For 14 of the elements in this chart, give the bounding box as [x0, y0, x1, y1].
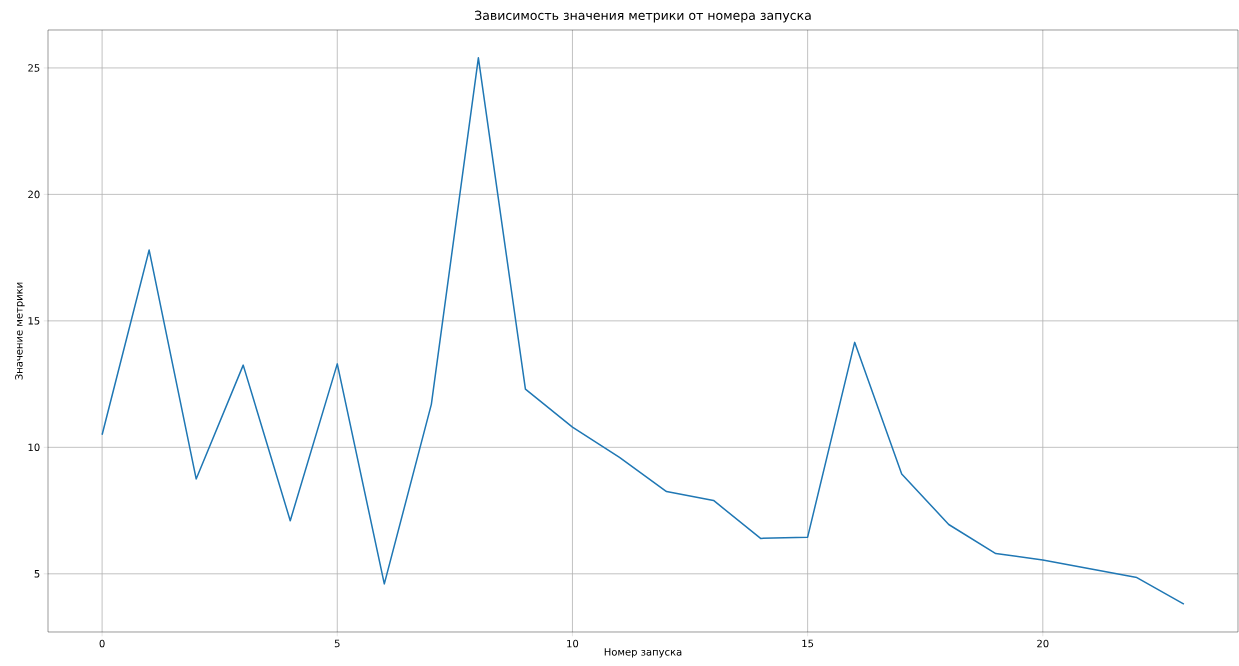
line-series	[101, 57, 1185, 605]
x-tick-label: 5	[334, 639, 340, 648]
x-tick-label: 10	[567, 639, 579, 648]
y-tick-label: 10	[28, 443, 40, 452]
y-tick-label: 25	[28, 64, 40, 72]
x-axis-title: Номер запуска	[604, 648, 682, 658]
chart-title: Зависимость значения метрики от номера запуска	[475, 10, 811, 23]
y-tick-label: 20	[28, 190, 40, 199]
x-tick-label: 15	[802, 639, 814, 648]
y-tick-label: 5	[34, 570, 40, 578]
x-tick-label: 20	[1037, 639, 1049, 648]
x-tick-label: 0	[99, 639, 105, 648]
y-tick-label: 15	[28, 317, 40, 325]
y-axis-title: Значение метрики	[15, 282, 25, 380]
